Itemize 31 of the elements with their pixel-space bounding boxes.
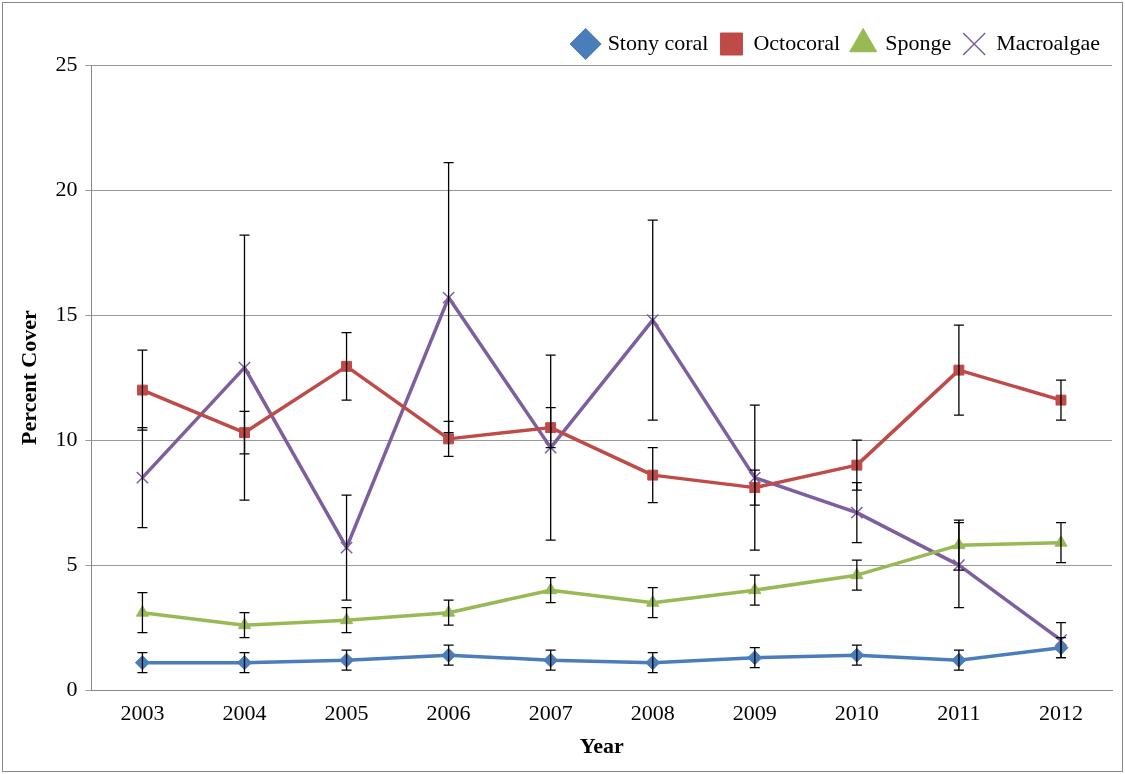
y-tick-label: 20: [55, 175, 78, 201]
y-tick-label: 25: [55, 50, 78, 76]
x-tick-label: 2004: [222, 700, 267, 726]
point: [238, 361, 251, 374]
point: [340, 541, 353, 555]
x-axis-title: Year: [579, 733, 624, 759]
x-tick-label: 2005: [324, 700, 369, 726]
y-tick-label: 10: [55, 425, 78, 451]
legend-label: Sponge: [885, 29, 952, 55]
legend-label: Macroalgae: [996, 29, 1100, 55]
y-tick-label: 15: [55, 300, 78, 326]
point: [850, 506, 864, 520]
x-tick-label: 2012: [1038, 700, 1083, 726]
point: [544, 441, 558, 455]
y-tick-label: 0: [66, 675, 78, 701]
x-tick-label: 2007: [528, 700, 573, 726]
y-axis-title: Percent Cover: [15, 310, 41, 445]
x-tick-label: 2010: [834, 700, 879, 726]
x-tick-label: 2011: [937, 700, 981, 726]
legend-label: Stony coral: [607, 29, 709, 55]
legend-label: Octocoral: [753, 29, 841, 55]
x-tick-label: 2008: [630, 700, 675, 726]
point: [646, 313, 660, 327]
x-tick-label: 2006: [426, 700, 471, 726]
point: [136, 471, 149, 485]
point: [952, 558, 966, 572]
y-tick-label: 5: [66, 550, 78, 576]
x-tick-label: 2009: [732, 700, 777, 726]
point: [748, 471, 762, 485]
point: [442, 291, 456, 304]
x-tick-label: 2003: [120, 700, 165, 726]
